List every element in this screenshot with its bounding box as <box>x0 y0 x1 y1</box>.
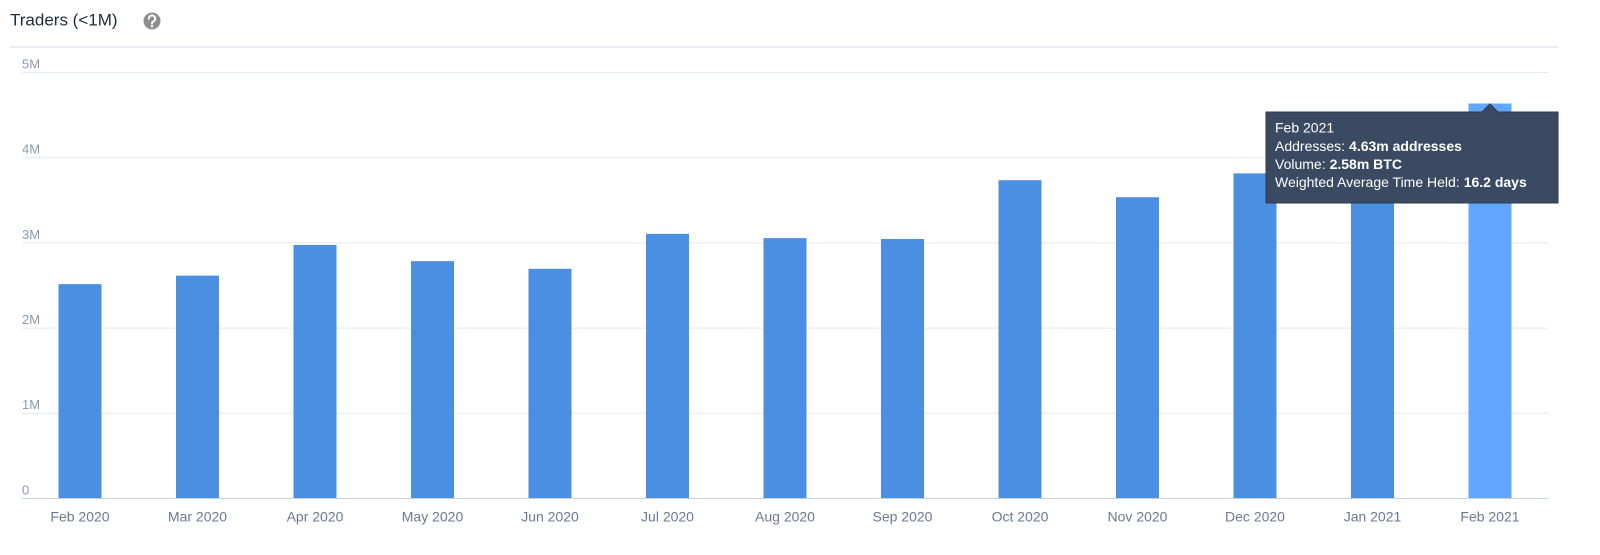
x-tick-label: Sep 2020 <box>873 509 933 525</box>
tooltip-value: 16.2 days <box>1464 174 1527 190</box>
y-tick-label: 1M <box>22 397 40 412</box>
tooltip-line: Addresses: 4.63m addresses <box>1275 138 1462 154</box>
y-tick-label: 5M <box>22 56 40 71</box>
x-tick-label: Feb 2020 <box>50 509 109 525</box>
x-tick-label: Aug 2020 <box>755 509 815 525</box>
x-tick-label: May 2020 <box>402 509 464 525</box>
x-tick-label: Feb 2021 <box>1460 509 1519 525</box>
tooltip-line: Weighted Average Time Held: 16.2 days <box>1275 174 1527 190</box>
x-tick-label: Apr 2020 <box>287 509 344 525</box>
tooltip-label: Weighted Average Time Held: <box>1275 174 1460 190</box>
bar <box>411 261 454 498</box>
tooltip-value: 2.58m BTC <box>1330 156 1402 172</box>
bar <box>881 238 924 498</box>
tooltip-label: Addresses: <box>1275 138 1345 154</box>
help-icon[interactable] <box>143 12 161 30</box>
y-tick-label: 2M <box>22 312 40 327</box>
bar <box>998 180 1042 499</box>
x-tick-label: Nov 2020 <box>1108 509 1168 525</box>
x-tick-label: Dec 2020 <box>1225 509 1285 525</box>
bar <box>646 233 689 498</box>
bar <box>293 244 337 498</box>
y-tick-label: 4M <box>22 142 40 157</box>
x-tick-label: Oct 2020 <box>992 509 1049 525</box>
y-tick-label: 3M <box>22 227 40 242</box>
x-tick-label: Jan 2021 <box>1344 509 1402 525</box>
tooltip-label: Volume: <box>1275 156 1326 172</box>
tooltip: Feb 2021 Addresses: 4.63m addresses Volume:… <box>1265 103 1559 204</box>
x-tick-label: Jul 2020 <box>641 509 694 525</box>
bar <box>763 238 807 498</box>
y-tick-label: 0 <box>22 482 29 497</box>
x-tick-label: Mar 2020 <box>168 509 227 525</box>
x-tick-label: Jun 2020 <box>521 509 579 525</box>
tooltip-box <box>1265 103 1559 204</box>
bar <box>528 268 572 498</box>
bar <box>176 275 219 498</box>
bar <box>58 284 102 498</box>
bar <box>1116 197 1159 498</box>
tooltip-line: Volume: 2.58m BTC <box>1275 156 1402 172</box>
chart-title: Traders (<1M) <box>10 10 118 29</box>
tooltip-title: Feb 2021 <box>1275 120 1334 136</box>
tooltip-value: 4.63m addresses <box>1349 138 1462 154</box>
bar <box>1233 173 1277 498</box>
